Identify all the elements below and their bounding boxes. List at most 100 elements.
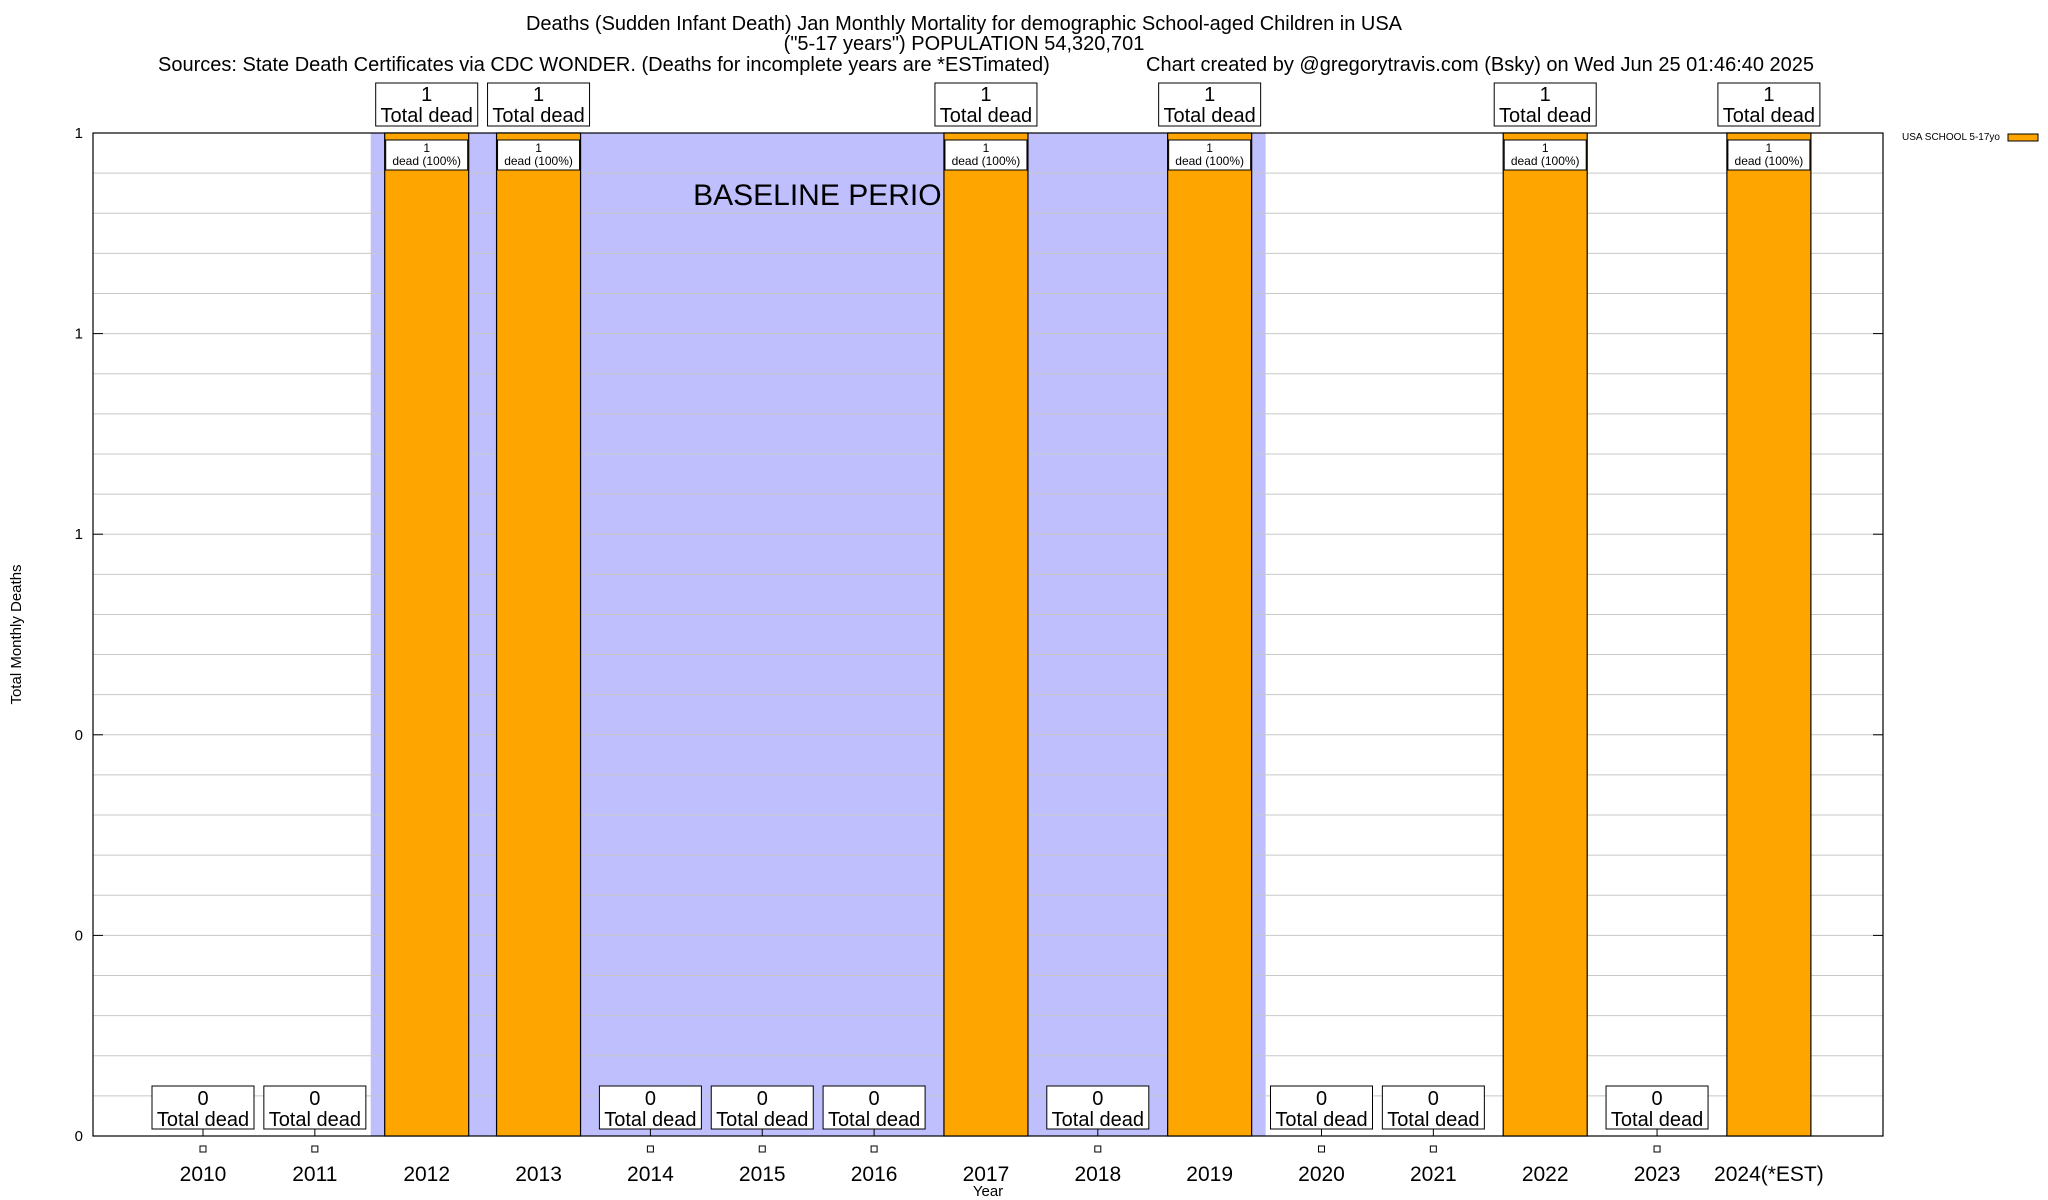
x-tick-label: 2023 [1634, 1163, 1681, 1186]
total-label-number: 0 [309, 1088, 320, 1110]
total-label-box [598, 1085, 702, 1130]
total-label-number: 1 [421, 84, 432, 106]
total-label-number: 1 [1204, 84, 1215, 106]
zero-marker [1429, 1145, 1437, 1153]
total-label-box [487, 82, 591, 127]
total-label-text: Total dead [1611, 1109, 1703, 1131]
zero-marker [1653, 1145, 1661, 1153]
total-label-text: Total dead [716, 1109, 808, 1131]
x-tick-label: 2011 [292, 1163, 337, 1186]
chart-credit: Chart created by @gregorytravis.com (Bsk… [1146, 54, 1815, 76]
chart-subtitle: ("5-17 years") POPULATION 54,320,701 [783, 33, 1145, 55]
zero-marker [1318, 1145, 1325, 1153]
total-label-text: Total dead [1164, 105, 1256, 127]
bar [1167, 132, 1253, 1137]
total-label-box [1381, 1085, 1485, 1130]
zero-marker [199, 1145, 207, 1153]
bar-inner-label-text: dead (100%) [504, 154, 573, 168]
x-tick-label: 2019 [1186, 1163, 1233, 1186]
total-label-number: 1 [1763, 84, 1774, 106]
x-tick-label: 2022 [1522, 1163, 1569, 1186]
bar-inner-label-box [944, 139, 1028, 171]
legend-swatch [2007, 133, 2039, 142]
bar-inner-label-box [385, 139, 469, 171]
total-label-text: Total dead [1052, 1109, 1144, 1131]
x-tick-label: 2010 [180, 1163, 227, 1186]
bar-inner-label-box [1727, 139, 1811, 171]
zero-marker [1094, 1145, 1102, 1153]
chart-title: Deaths (Sudden Infant Death) Jan Monthly… [525, 13, 1402, 35]
total-label-text: Total dead [1275, 1109, 1367, 1131]
bar-inner-label-box [1168, 139, 1252, 171]
zero-marker [870, 1145, 878, 1153]
y-tick-label: 0 [75, 727, 83, 744]
x-tick-label: 2021 [1410, 1163, 1457, 1186]
total-label-number: 0 [1316, 1088, 1327, 1110]
total-label-text: Total dead [269, 1109, 361, 1131]
x-tick-label: 2017 [963, 1163, 1010, 1186]
total-label-box [934, 82, 1038, 127]
bar-inner-label-count: 1 [983, 141, 990, 155]
bar-inner-label-count: 1 [1206, 141, 1213, 155]
total-label-box [151, 1085, 255, 1130]
bar-inner-label-count: 1 [1542, 141, 1549, 155]
x-tick-label: 2015 [739, 1163, 786, 1186]
total-label-box [1046, 1085, 1150, 1130]
zero-marker [646, 1145, 654, 1153]
total-label-number: 1 [980, 84, 991, 106]
total-label-text: Total dead [157, 1109, 249, 1131]
total-label-text: Total dead [381, 105, 473, 127]
bar-inner-label-text: dead (100%) [1511, 154, 1580, 168]
total-label-text: Total dead [828, 1109, 920, 1131]
bar-inner-label-box [1503, 139, 1587, 171]
total-label-box [1717, 82, 1821, 127]
total-label-number: 1 [533, 84, 544, 106]
bar-inner-label-box [497, 139, 581, 171]
total-label-text: Total dead [1499, 105, 1591, 127]
bar [1502, 132, 1588, 1137]
zero-marker [758, 1145, 766, 1153]
total-label-number: 0 [1428, 1088, 1439, 1110]
bar-inner-label-count: 1 [535, 141, 542, 155]
x-tick-label: 2012 [403, 1163, 450, 1186]
legend-label: USA SCHOOL 5-17yo [1902, 132, 2000, 143]
zero-marker [311, 1145, 319, 1153]
total-label-box [1270, 1085, 1373, 1130]
bar-inner-label-text: dead (100%) [1735, 154, 1804, 168]
bar [943, 132, 1029, 1137]
bar [495, 132, 582, 1137]
total-label-number: 0 [645, 1088, 656, 1110]
x-tick-label: 2014 [627, 1163, 674, 1186]
y-axis-label: Total Monthly Deaths [8, 564, 25, 704]
baseline-period-label: BASELINE PERIOD [693, 179, 963, 212]
total-label-box [1605, 1085, 1709, 1130]
x-tick-label: 2020 [1298, 1163, 1345, 1186]
bar-inner-label-text: dead (100%) [952, 154, 1021, 168]
total-label-text: Total dead [940, 105, 1032, 127]
total-label-text: Total dead [1723, 105, 1815, 127]
total-label-box [375, 82, 479, 127]
total-label-box [1158, 82, 1262, 127]
bar-inner-label-text: dead (100%) [392, 154, 461, 168]
chart-sources: Sources: State Death Certificates via CD… [158, 54, 1050, 76]
total-label-number: 0 [869, 1088, 880, 1110]
total-label-number: 0 [757, 1088, 768, 1110]
x-tick-label: 2024(*EST) [1714, 1163, 1824, 1186]
total-label-box [263, 1085, 367, 1130]
y-tick-label: 1 [75, 125, 83, 142]
bar-inner-label-count: 1 [423, 141, 430, 155]
total-label-box [822, 1085, 926, 1130]
bar [1726, 132, 1812, 1137]
total-label-number: 0 [1651, 1088, 1662, 1110]
bar-inner-label-text: dead (100%) [1175, 154, 1244, 168]
x-tick-label: 2013 [515, 1163, 562, 1186]
x-tick-label: 2018 [1074, 1163, 1121, 1186]
total-label-text: Total dead [604, 1109, 696, 1131]
bar [384, 132, 470, 1137]
total-label-box [710, 1085, 814, 1130]
total-label-number: 0 [1092, 1088, 1103, 1110]
x-axis-label: Year [973, 1183, 1003, 1200]
y-tick-label: 0 [75, 927, 83, 944]
